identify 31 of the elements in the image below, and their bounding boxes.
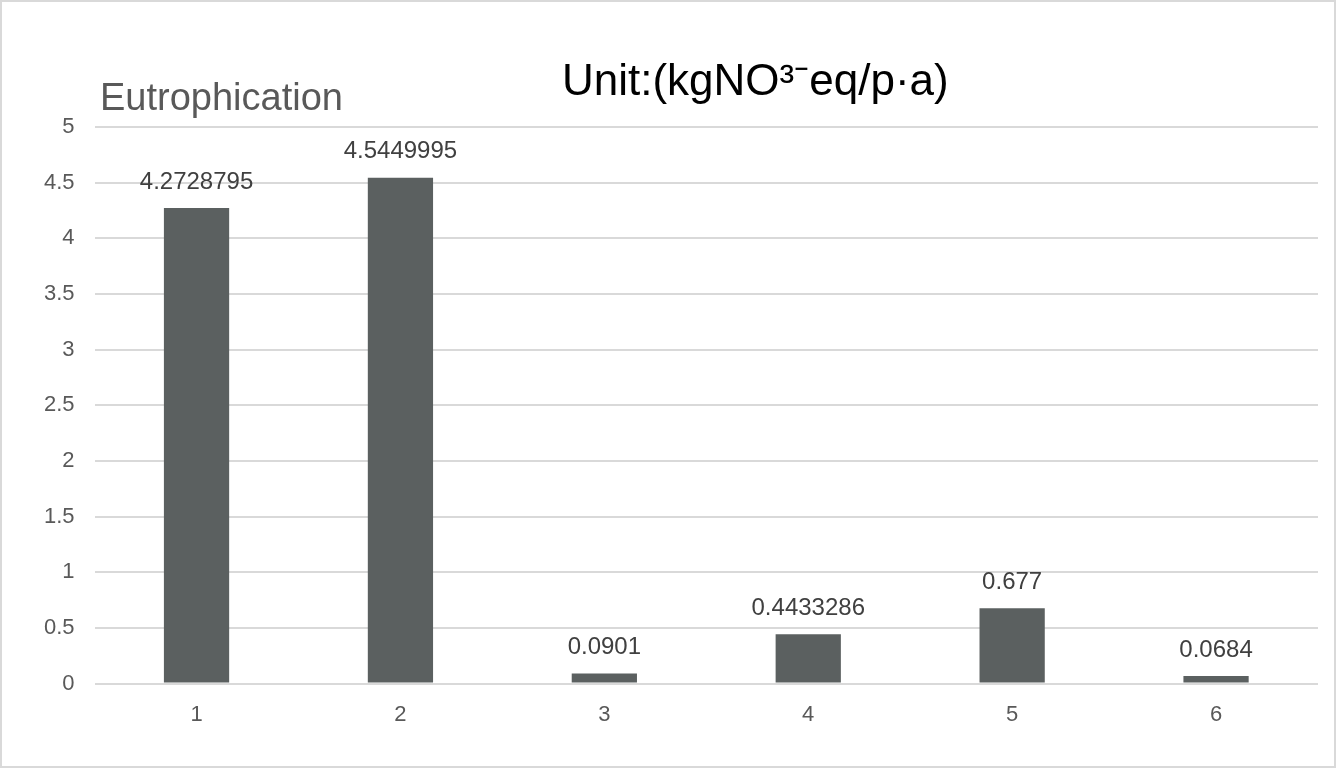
x-tick-label: 3	[598, 700, 611, 726]
data-label: 0.0684	[1179, 634, 1253, 662]
y-tick-label: 5	[62, 113, 75, 139]
bar	[1183, 675, 1249, 683]
data-label: 4.5449995	[343, 136, 458, 164]
bar	[775, 634, 841, 683]
chart-title: Eutrophication	[100, 76, 343, 119]
y-tick-label: 3	[62, 335, 75, 361]
x-tick-label: 4	[802, 700, 815, 726]
y-tick-label: 2	[62, 447, 75, 473]
data-label: 0.0901	[567, 632, 642, 660]
bar	[163, 207, 230, 683]
x-tick-label: 1	[190, 700, 203, 726]
bar	[571, 673, 637, 683]
x-tick-label: 5	[1006, 700, 1019, 726]
y-tick-label: 0.5	[43, 614, 75, 639]
bar	[367, 177, 434, 683]
y-tick-label: 0	[62, 669, 75, 695]
data-label: 0.677	[982, 566, 1043, 594]
data-label: 0.4433286	[751, 592, 865, 620]
x-tick-label: 2	[394, 700, 407, 726]
chart-subtitle: Unit:(kgNO³⁻eq/p·a)	[562, 54, 949, 106]
y-tick-label: 3.5	[43, 280, 75, 306]
y-tick-label: 1	[62, 558, 75, 584]
bar	[979, 608, 1045, 683]
y-tick-label: 2.5	[43, 391, 75, 417]
y-tick-label: 4.5	[43, 168, 75, 194]
x-tick-label: 6	[1209, 700, 1223, 726]
data-label: 4.2728795	[139, 166, 254, 194]
y-tick-label: 4	[62, 224, 75, 250]
y-tick-label: 1.5	[43, 502, 75, 528]
